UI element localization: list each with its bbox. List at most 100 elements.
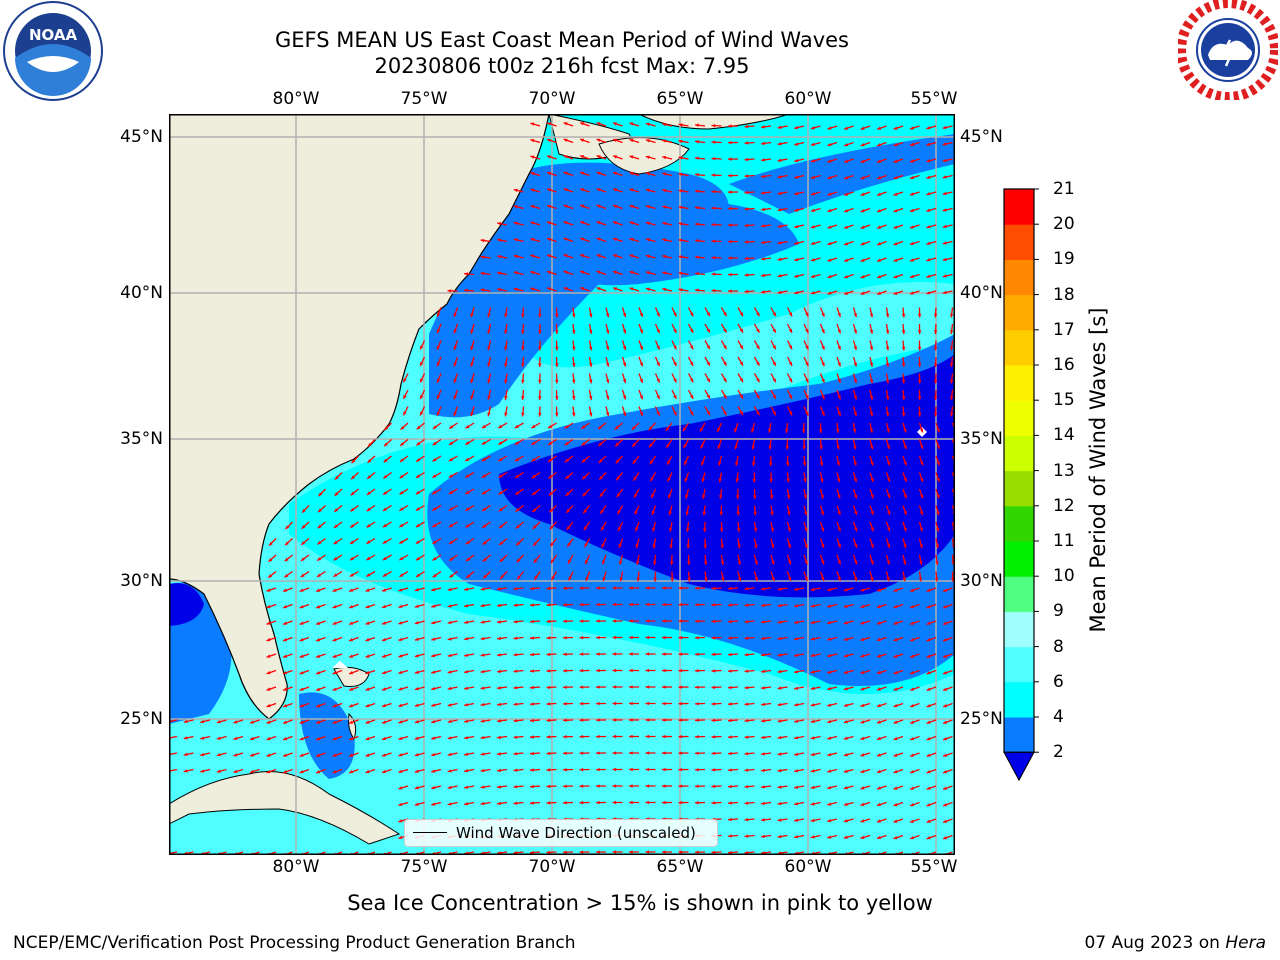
wave-direction-arrowhead [761,125,765,129]
wave-direction-arrowhead [820,478,824,483]
wave-direction-arrowhead [266,703,271,708]
wave-direction-arrowhead [531,474,536,479]
wave-direction-arrowhead [532,525,537,529]
wave-direction-arrowhead [365,769,370,774]
wave-direction-arrowhead [633,476,637,481]
wave-direction-arrowhead [843,720,848,724]
wave-direction-arrowhead [398,703,403,708]
wave-direction-arrowhead [844,241,849,246]
wave-direction-arrowhead [662,221,667,226]
wave-direction-arrowhead [837,345,841,350]
wave-direction-arrowhead [480,768,485,773]
wave-direction-arrowhead [706,361,710,366]
wave-direction-arrowhead [301,524,306,529]
wave-direction-arrowhead [497,686,501,690]
wave-direction-arrowhead [398,588,403,592]
lon-tick-top-55w: 55°W [910,89,958,109]
wave-direction-arrowhead [772,411,776,416]
wave-direction-arrowhead [487,379,491,384]
wave-direction-arrowhead [563,221,568,225]
wave-direction-arrowhead [645,800,650,805]
wave-direction-arrowhead [596,652,600,656]
wave-direction-arrowhead [367,458,372,463]
wave-direction-arrowhead [449,441,454,445]
wave-direction-arrowhead [639,312,643,317]
wave-direction-arrowhead [903,477,907,482]
wave-direction-arrowhead [563,254,568,258]
wave-direction-arrowhead [200,736,205,740]
wave-direction-arrowhead [581,425,586,429]
wave-direction-arrowhead [316,753,321,757]
wave-direction-arrowhead [431,785,436,790]
wave-direction-arrowhead [673,312,677,317]
wave-direction-arrowhead [909,291,914,295]
wave-direction-arrowhead [893,654,898,658]
wave-direction-arrowhead [926,192,931,196]
wave-direction-arrowhead [334,491,339,496]
wave-direction-arrowhead [619,560,623,565]
wave-direction-arrowhead [926,605,931,609]
wave-direction-arrowhead [910,835,915,840]
wave-direction-arrowhead [547,237,551,242]
wave-direction-arrowhead [464,802,469,806]
wave-direction-arrowhead [744,190,749,195]
wave-direction-arrowhead [629,701,633,706]
wave-direction-arrowhead [596,171,601,175]
wave-direction-arrowhead [876,786,881,790]
wave-direction-arrowhead [580,221,585,225]
wave-direction-arrowhead [302,508,306,513]
wave-direction-arrowhead [739,345,743,350]
wave-direction-arrowhead [772,361,776,366]
wave-direction-arrowhead [949,412,954,417]
wave-direction-arrowhead [788,411,793,416]
wave-direction-arrowhead [350,540,355,544]
wave-direction-arrowhead [629,270,634,275]
wave-direction-arrowhead [853,395,857,400]
wave-direction-arrowhead [650,477,654,482]
wave-direction-arrowhead [333,556,338,561]
wave-direction-arrowhead [605,379,610,384]
wave-direction-arrowhead [588,313,593,318]
wave-direction-arrowhead [876,604,881,609]
wave-direction-arrowhead [301,541,306,545]
wave-direction-arrowhead [350,524,355,528]
wave-direction-arrowhead [629,718,633,722]
wave-direction-arrowhead [860,176,865,180]
wave-direction-arrowhead [513,287,518,292]
wave-direction-arrowhead [819,445,823,450]
wave-direction-arrowhead [854,543,858,548]
wave-direction-arrowhead [497,653,501,657]
wave-direction-arrowhead [521,396,525,400]
wave-direction-arrowhead [480,636,485,641]
wave-direction-arrowhead [530,172,535,176]
wave-direction-arrowhead [349,621,354,625]
wave-direction-arrowhead [794,752,799,756]
lat-tick-left-40n: 40°N [120,283,163,303]
wave-direction-arrowhead [464,736,469,740]
wave-direction-arrowhead [383,458,388,463]
wave-direction-arrowhead [903,445,907,449]
wave-direction-arrowhead [504,363,508,367]
wave-direction-arrowhead [788,394,793,399]
wave-direction-arrowhead [612,602,617,607]
wave-direction-arrowhead [531,458,536,462]
wave-direction-arrowhead [843,621,848,625]
wave-direction-arrowhead [802,445,806,450]
wave-direction-arrowhead [349,703,354,708]
wave-direction-arrowhead [382,573,387,577]
wave-direction-arrowhead [436,312,441,317]
wave-direction-arrowhead [317,573,322,577]
wave-direction-arrowhead [513,784,518,789]
wave-direction-arrowhead [563,652,567,656]
wave-direction-arrowhead [601,526,605,531]
wave-direction-arrowhead [515,491,520,495]
wave-direction-arrowhead [464,752,469,756]
wave-direction-arrowhead [810,686,815,691]
wave-direction-arrowhead [844,175,849,180]
wave-direction-arrowhead [546,735,551,739]
wave-direction-arrowhead [869,395,874,400]
wave-direction-arrowhead [820,543,825,548]
wave-direction-arrowhead [382,523,387,528]
wave-direction-arrowhead [398,621,403,625]
wave-direction-arrowhead [936,477,940,482]
